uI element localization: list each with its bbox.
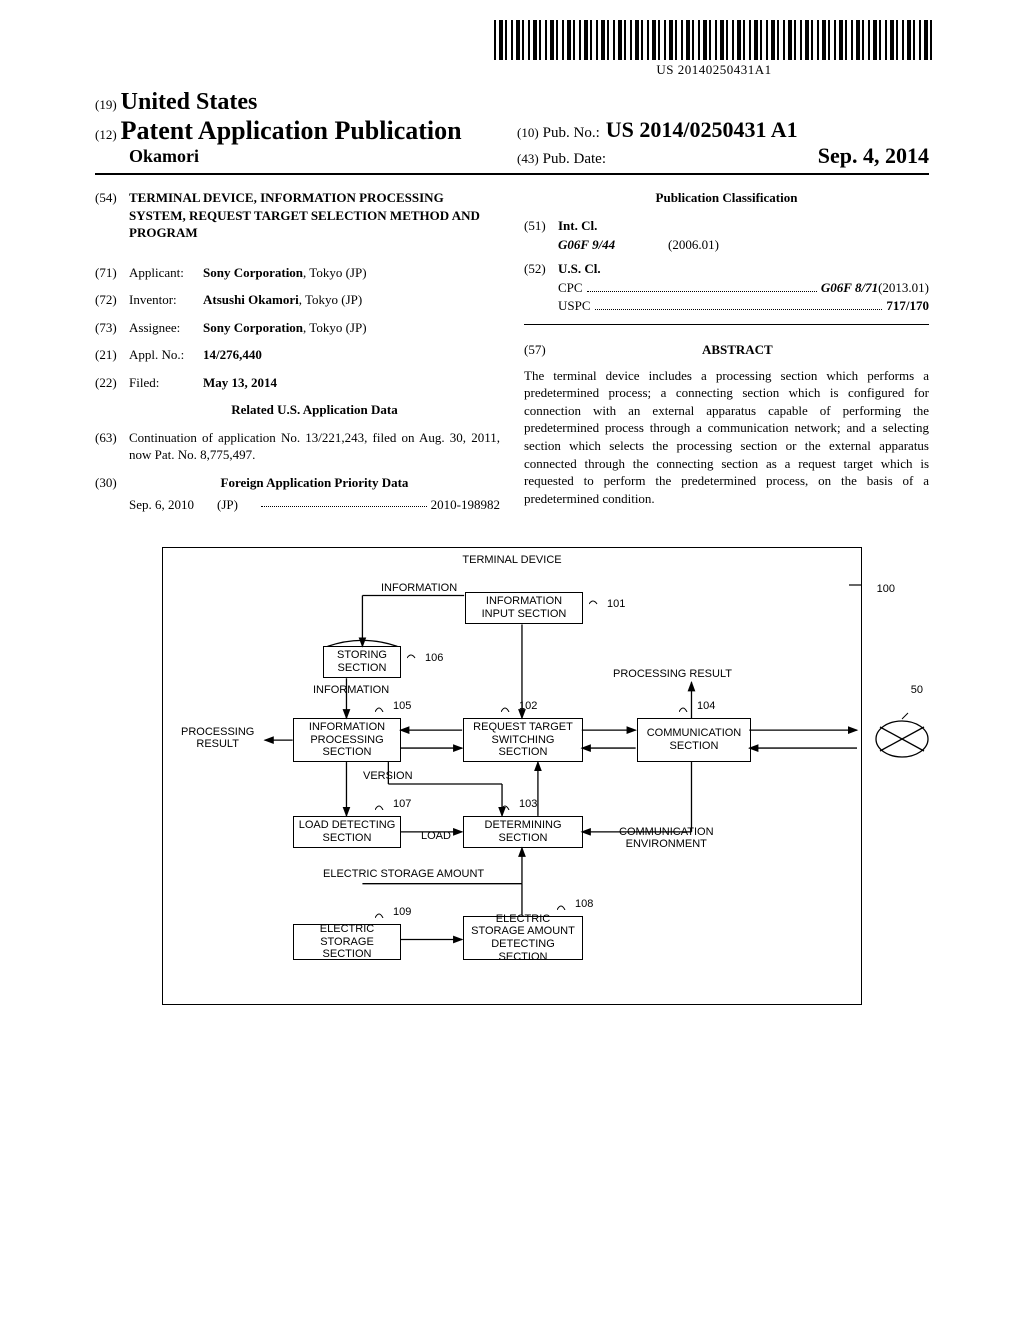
inventor-name: Atsushi Okamori <box>203 292 299 307</box>
intcl-label: Int. Cl. <box>558 217 929 235</box>
box-communication: COMMUNICATIONSECTION <box>637 718 751 762</box>
terminal-device-diagram: TERMINAL DEVICE 100 50 INFORMATIONINPUT … <box>162 547 862 1005</box>
applicant-label: Applicant: <box>129 264 203 282</box>
left-column: (54) TERMINAL DEVICE, INFORMATION PROCES… <box>95 189 500 521</box>
cpc-value: G06F 8/71 <box>821 279 878 297</box>
box-request-target: REQUEST TARGETSWITCHINGSECTION <box>463 718 583 762</box>
label-processing-result-left: PROCESSINGRESULT <box>181 726 254 750</box>
dots-leader <box>261 496 427 507</box>
box-storing: STORINGSECTION <box>323 646 401 678</box>
foreign-appno: 2010-198982 <box>431 496 500 514</box>
applno-label: Appl. No.: <box>129 346 203 364</box>
document-header: (19) United States (12) Patent Applicati… <box>95 89 929 175</box>
foreign-heading: Foreign Application Priority Data <box>129 474 500 492</box>
box-information-input: INFORMATIONINPUT SECTION <box>465 592 583 624</box>
box-load-detecting: LOAD DETECTINGSECTION <box>293 816 401 848</box>
ref-100: 100 <box>849 578 895 595</box>
barcode-area: US 20140250431A1 <box>95 20 934 79</box>
inventor-label: Inventor: <box>129 291 203 309</box>
uspc-label: USPC <box>558 297 591 315</box>
inventor-code: (72) <box>95 291 129 309</box>
intcl-class: G06F 9/44 <box>558 236 668 254</box>
label-electric-amount: ELECTRIC STORAGE AMOUNT <box>323 868 484 880</box>
barcode-stripes <box>494 20 934 60</box>
foreign-date: Sep. 6, 2010 <box>129 496 217 514</box>
pubno-code: (10) <box>517 125 539 141</box>
barcode-text: US 20140250431A1 <box>494 62 934 78</box>
ref-102: 102 <box>501 700 537 712</box>
pubno-label: Pub. No.: <box>543 125 600 142</box>
related-heading: Related U.S. Application Data <box>129 401 500 419</box>
box-electric-storage: ELECTRICSTORAGE SECTION <box>293 924 401 960</box>
filed-date: May 13, 2014 <box>203 374 500 392</box>
ref-50: 50 <box>911 684 923 696</box>
ref-109: 109 <box>375 906 411 918</box>
assignee-label: Assignee: <box>129 319 203 337</box>
uspc-value: 717/170 <box>886 297 929 315</box>
applicant-code: (71) <box>95 264 129 282</box>
label-processing-result-top: PROCESSING RESULT <box>613 668 732 680</box>
ref-108: 108 <box>557 898 593 910</box>
diagram-container: TERMINAL DEVICE 100 50 INFORMATIONINPUT … <box>162 547 862 1005</box>
publication-type: Patent Application Publication <box>121 116 462 145</box>
network-icon <box>872 709 932 769</box>
label-information-left: INFORMATION <box>313 684 389 696</box>
abstract-heading: ABSTRACT <box>702 342 773 357</box>
publication-number: US 2014/0250431 A1 <box>606 117 798 143</box>
diagram-title: TERMINAL DEVICE <box>462 554 561 566</box>
assignee-location: , Tokyo (JP) <box>303 320 367 335</box>
publication-date: Sep. 4, 2014 <box>818 143 929 169</box>
box-info-processing: INFORMATIONPROCESSINGSECTION <box>293 718 401 762</box>
dots-leader <box>595 300 883 310</box>
assignee-code: (73) <box>95 319 129 337</box>
dots-leader <box>587 282 817 292</box>
cpc-label: CPC <box>558 279 583 297</box>
application-number: 14/276,440 <box>203 346 500 364</box>
foreign-country: (JP) <box>217 496 257 514</box>
pubdate-label: Pub. Date: <box>543 151 606 168</box>
ref-103: 103 <box>501 798 537 810</box>
label-information-top: INFORMATION <box>381 582 457 594</box>
ref-107: 107 <box>375 798 411 810</box>
header-inventor: Okamori <box>129 146 507 167</box>
ref-101: 101 <box>589 598 625 610</box>
pubdate-code: (43) <box>517 151 539 167</box>
applicant-name: Sony Corporation <box>203 265 303 280</box>
abstract-code: (57) <box>524 341 546 359</box>
invention-title: TERMINAL DEVICE, INFORMATION PROCESSING … <box>129 189 500 242</box>
applno-code: (21) <box>95 346 129 364</box>
label-comm-env: COMMUNICATIONENVIRONMENT <box>619 826 714 850</box>
continuation-code: (63) <box>95 429 129 464</box>
right-column: Publication Classification (51) Int. Cl.… <box>524 189 929 521</box>
uscl-code: (52) <box>524 260 558 278</box>
uscl-label: U.S. Cl. <box>558 260 929 278</box>
classification-heading: Publication Classification <box>524 189 929 207</box>
title-code: (54) <box>95 189 129 254</box>
abstract-text: The terminal device includes a processin… <box>524 367 929 507</box>
country: United States <box>121 89 258 115</box>
filed-label: Filed: <box>129 374 203 392</box>
box-electric-detect: ELECTRICSTORAGE AMOUNTDETECTING SECTION <box>463 916 583 960</box>
country-code: (19) <box>95 97 117 112</box>
ref-106: 106 <box>407 652 443 664</box>
filed-code: (22) <box>95 374 129 392</box>
assignee-name: Sony Corporation <box>203 320 303 335</box>
box-determining: DETERMININGSECTION <box>463 816 583 848</box>
cpc-date: (2013.01) <box>878 279 929 297</box>
pub-type-code: (12) <box>95 127 117 142</box>
intcl-code: (51) <box>524 217 558 235</box>
inventor-location: , Tokyo (JP) <box>299 292 363 307</box>
continuation-text: Continuation of application No. 13/221,2… <box>129 429 500 464</box>
foreign-code: (30) <box>95 474 129 492</box>
label-version: VERSION <box>363 770 413 782</box>
ref-105: 105 <box>375 700 411 712</box>
applicant-location: , Tokyo (JP) <box>303 265 367 280</box>
ref-104: 104 <box>679 700 715 712</box>
intcl-date: (2006.01) <box>668 236 719 254</box>
label-load: LOAD <box>421 830 451 842</box>
